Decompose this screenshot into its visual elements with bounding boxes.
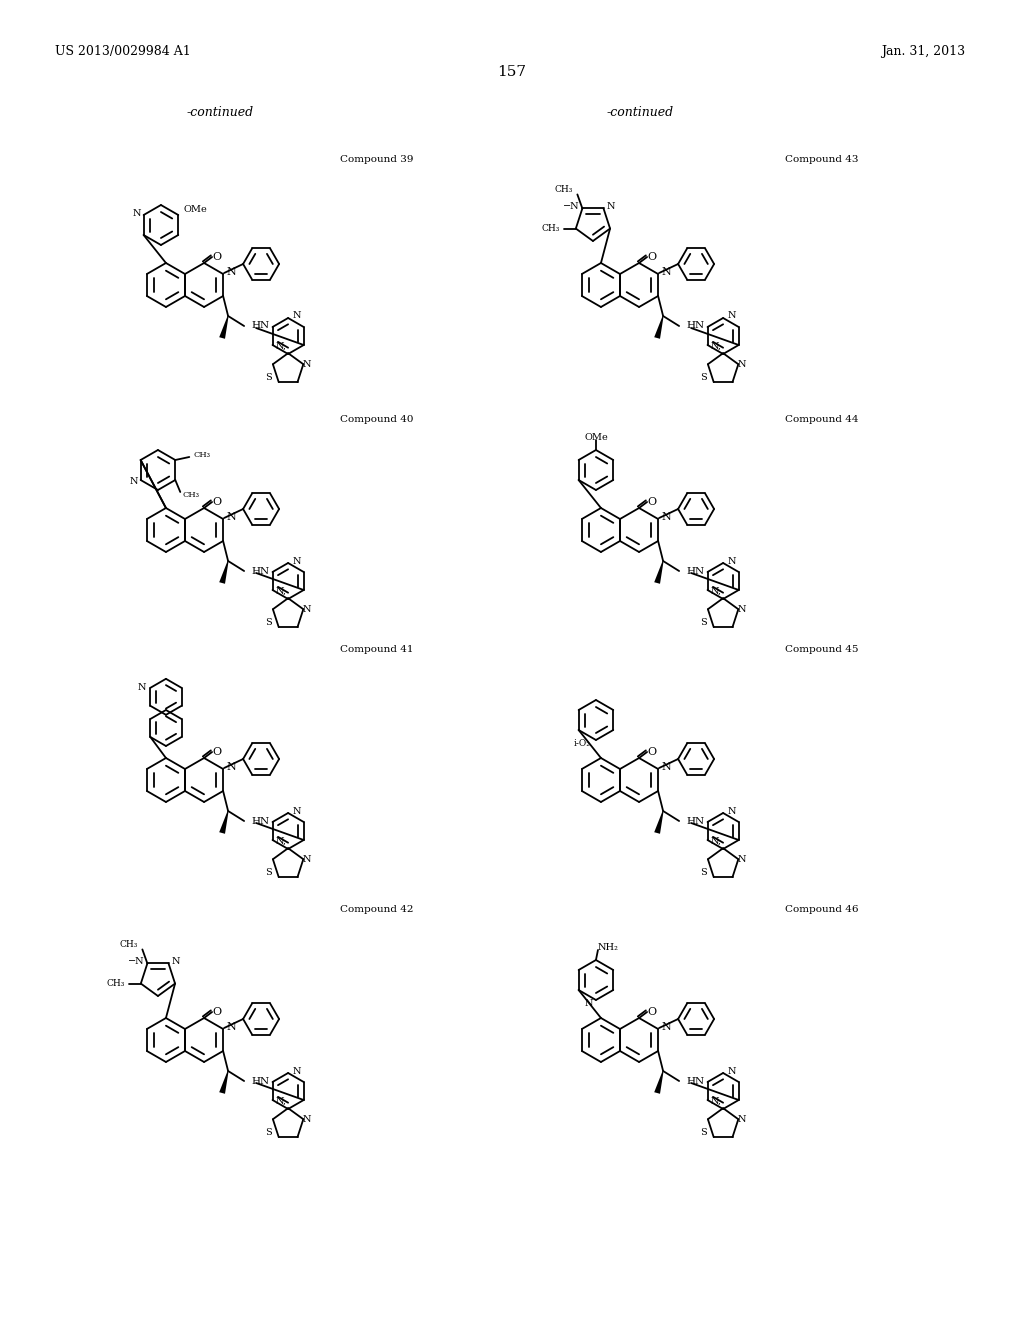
Text: N: N <box>662 762 671 772</box>
Text: S: S <box>265 1127 272 1137</box>
Text: HN: HN <box>251 566 269 576</box>
Polygon shape <box>654 1071 664 1094</box>
Text: −N: −N <box>128 957 144 966</box>
Polygon shape <box>654 315 664 339</box>
Text: HN: HN <box>686 566 705 576</box>
Text: S: S <box>700 867 708 876</box>
Text: N: N <box>727 807 735 816</box>
Text: N,: N, <box>711 586 722 595</box>
Text: O: O <box>647 498 656 507</box>
Text: N,: N, <box>711 837 722 846</box>
Text: N: N <box>662 1022 671 1032</box>
Text: N: N <box>226 1022 236 1032</box>
Text: N: N <box>172 957 180 966</box>
Text: S: S <box>700 618 708 627</box>
Text: HN: HN <box>686 1077 705 1085</box>
Text: N: N <box>585 999 593 1008</box>
Text: CH₃: CH₃ <box>194 451 210 459</box>
Text: N: N <box>302 605 310 614</box>
Text: CH₃: CH₃ <box>555 185 573 194</box>
Text: N: N <box>727 557 735 565</box>
Text: CH₃: CH₃ <box>120 940 138 949</box>
Text: O: O <box>213 252 221 261</box>
Text: HN: HN <box>686 817 705 825</box>
Text: -continued: -continued <box>186 106 254 119</box>
Text: N: N <box>737 605 745 614</box>
Text: i-O₂: i-O₂ <box>574 738 591 747</box>
Text: Compound 40: Compound 40 <box>340 416 414 425</box>
Text: O: O <box>213 1007 221 1016</box>
Text: HN: HN <box>251 1077 269 1085</box>
Text: HN: HN <box>686 322 705 330</box>
Text: US 2013/0029984 A1: US 2013/0029984 A1 <box>55 45 190 58</box>
Text: S: S <box>265 867 272 876</box>
Text: Compound 46: Compound 46 <box>785 906 858 915</box>
Text: NH₂: NH₂ <box>598 944 618 953</box>
Text: CH₃: CH₃ <box>182 491 200 499</box>
Text: CH₃: CH₃ <box>106 979 125 989</box>
Text: Compound 43: Compound 43 <box>785 156 858 165</box>
Text: 157: 157 <box>498 65 526 79</box>
Text: O: O <box>213 747 221 756</box>
Text: S: S <box>265 372 272 381</box>
Text: Compound 45: Compound 45 <box>785 645 858 655</box>
Polygon shape <box>219 1071 228 1094</box>
Text: N: N <box>662 512 671 521</box>
Text: S: S <box>265 618 272 627</box>
Text: N: N <box>302 359 310 368</box>
Text: HN: HN <box>251 322 269 330</box>
Text: N: N <box>292 1067 301 1076</box>
Text: N,: N, <box>275 1097 287 1106</box>
Text: N: N <box>226 512 236 521</box>
Text: Compound 39: Compound 39 <box>340 156 414 165</box>
Text: N: N <box>132 209 140 218</box>
Text: N: N <box>737 854 745 863</box>
Text: N,: N, <box>711 342 722 351</box>
Text: N: N <box>138 684 146 692</box>
Text: N: N <box>727 1067 735 1076</box>
Text: N: N <box>226 762 236 772</box>
Text: N: N <box>727 312 735 321</box>
Polygon shape <box>219 315 228 339</box>
Text: O: O <box>647 252 656 261</box>
Polygon shape <box>219 561 228 583</box>
Text: N,: N, <box>275 586 287 595</box>
Text: N: N <box>662 267 671 277</box>
Text: N: N <box>737 359 745 368</box>
Text: HN: HN <box>251 817 269 825</box>
Text: N: N <box>129 478 137 487</box>
Text: N: N <box>292 807 301 816</box>
Text: N: N <box>226 267 236 277</box>
Text: N: N <box>302 1114 310 1123</box>
Text: OMe: OMe <box>183 206 207 214</box>
Text: O: O <box>647 1007 656 1016</box>
Text: -continued: -continued <box>606 106 674 119</box>
Text: OMe: OMe <box>584 433 608 442</box>
Text: O: O <box>213 498 221 507</box>
Text: N: N <box>737 1114 745 1123</box>
Text: N: N <box>606 202 615 211</box>
Text: N,: N, <box>275 342 287 351</box>
Polygon shape <box>654 810 664 834</box>
Text: Jan. 31, 2013: Jan. 31, 2013 <box>881 45 965 58</box>
Text: −N: −N <box>563 202 580 211</box>
Text: O: O <box>647 747 656 756</box>
Polygon shape <box>654 561 664 583</box>
Text: N: N <box>292 557 301 565</box>
Text: S: S <box>700 372 708 381</box>
Text: N,: N, <box>275 837 287 846</box>
Text: Compound 44: Compound 44 <box>785 416 858 425</box>
Text: CH₃: CH₃ <box>542 224 560 234</box>
Polygon shape <box>219 810 228 834</box>
Text: Compound 42: Compound 42 <box>340 906 414 915</box>
Text: N,: N, <box>711 1097 722 1106</box>
Text: Compound 41: Compound 41 <box>340 645 414 655</box>
Text: N: N <box>292 312 301 321</box>
Text: S: S <box>700 1127 708 1137</box>
Text: N: N <box>302 854 310 863</box>
